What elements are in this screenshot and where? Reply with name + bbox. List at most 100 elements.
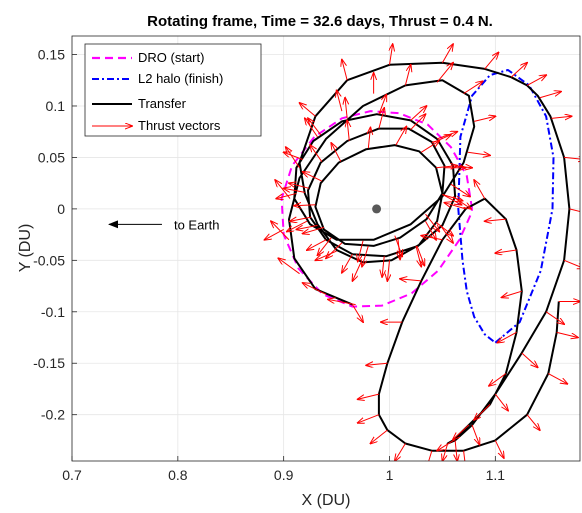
y-tick-label: -0.05	[33, 252, 65, 268]
thrust-vector	[265, 229, 284, 239]
series-line-dro-start	[280, 110, 474, 308]
thrust-vector	[362, 245, 369, 267]
thrust-vector	[539, 92, 561, 99]
thrust-vector	[307, 239, 327, 250]
thrust-vector	[425, 220, 436, 240]
y-axis-ticks: 0.15 0.1 0.05 0 -0.05 -0.1 -0.15 -0.2	[33, 47, 77, 423]
thrust-vector	[286, 147, 300, 168]
thrust-vector	[521, 352, 538, 367]
thrust-vector	[370, 429, 388, 443]
y-tick-label: 0	[57, 201, 65, 217]
thrust-vector	[326, 242, 343, 258]
y-tick-label: -0.15	[33, 355, 65, 371]
thrust-vector	[358, 393, 380, 399]
chart-title: Rotating frame, Time = 32.6 days, Thrust…	[147, 13, 493, 30]
thrust-vector	[474, 404, 491, 419]
to-earth-annotation: to Earth	[108, 217, 220, 232]
legend: DRO (start) L2 halo (finish) Transfer Th…	[84, 43, 262, 137]
thrust-vector	[435, 221, 453, 235]
series-line-transfer	[288, 61, 571, 452]
thrust-vector	[467, 152, 490, 155]
thrust-vector	[453, 424, 470, 439]
plot-frame	[71, 35, 581, 462]
thrust-vector	[278, 258, 300, 275]
legend-label-halo: L2 halo (finish)	[138, 71, 223, 86]
thrust-vector	[437, 438, 456, 450]
thrust-vector	[569, 208, 580, 212]
x-tick-label: 0.7	[62, 467, 82, 483]
thrust-vector	[318, 237, 332, 255]
thrust-vector	[310, 145, 323, 162]
x-tick-label: 0.8	[168, 467, 188, 483]
thrust-vector	[358, 414, 380, 423]
to-earth-label: to Earth	[174, 217, 220, 232]
y-tick-label: 0.1	[46, 98, 66, 114]
thrust-vector	[276, 192, 297, 198]
thrust-vector	[445, 203, 466, 210]
thrust-vector	[463, 81, 483, 95]
y-tick-label: 0.05	[38, 149, 65, 165]
thrust-vectors-layer	[265, 44, 580, 461]
y-tick-label: -0.2	[41, 407, 65, 423]
thrust-vector	[296, 225, 318, 229]
thrust-vector	[290, 217, 312, 221]
thrust-vector	[548, 373, 567, 384]
thrust-vector	[474, 180, 486, 199]
thrust-vector	[442, 194, 461, 204]
y-axis-label: Y (DU)	[17, 224, 34, 273]
thrust-vector	[395, 127, 407, 146]
thrust-vector	[471, 424, 479, 445]
thrust-vector	[352, 262, 362, 281]
thrust-vector	[489, 373, 507, 386]
thrust-vector	[410, 114, 426, 130]
thrust-vector	[526, 414, 540, 430]
legend-label-transfer: Transfer	[138, 96, 187, 111]
thrust-vector	[366, 363, 388, 365]
thrust-vector	[382, 256, 384, 277]
thrust-vector	[345, 98, 347, 119]
thrust-vector	[368, 128, 370, 149]
legend-label-thrust: Thrust vectors	[138, 118, 221, 133]
thrust-vector	[331, 143, 342, 162]
thrust-vector	[485, 219, 506, 221]
thrust-vector	[442, 443, 449, 461]
thrust-vector	[427, 450, 433, 461]
thrust-vector	[315, 250, 337, 260]
thrust-vector	[502, 290, 522, 297]
moon-marker	[372, 204, 382, 214]
x-tick-label: 1	[386, 467, 394, 483]
thrust-vector	[271, 221, 290, 241]
x-axis-label: X (DU)	[302, 492, 351, 509]
thrust-vector	[308, 118, 322, 136]
thrust-vector	[464, 450, 466, 461]
thrust-vector	[300, 103, 316, 117]
thrust-vector	[474, 116, 495, 122]
thrust-vector	[484, 52, 499, 70]
plot-area	[265, 44, 580, 461]
series-line-l2-halo-finish	[457, 69, 555, 344]
thrust-vector	[390, 44, 393, 65]
thrust-vector	[284, 188, 305, 193]
thrust-vector	[358, 240, 364, 262]
thrust-vector	[495, 250, 517, 253]
thrust-vector	[494, 440, 503, 457]
y-tick-label: -0.1	[41, 304, 65, 320]
thrust-vector	[387, 260, 389, 281]
thrust-vector	[526, 75, 546, 86]
thrust-vector	[342, 60, 348, 81]
thrust-vector	[378, 108, 384, 129]
thrust-vector	[303, 172, 322, 182]
x-tick-label: 0.9	[274, 467, 294, 483]
thrust-vector	[303, 226, 325, 233]
thrust-vector	[398, 238, 400, 260]
thrust-vector	[352, 304, 363, 322]
y-tick-label: 0.15	[38, 47, 65, 63]
thrust-vector	[284, 152, 303, 160]
thrust-vector	[416, 245, 424, 266]
thrust-vector	[563, 259, 580, 268]
thrust-vector	[442, 193, 462, 200]
thrust-vector	[420, 141, 439, 153]
thrust-vector	[494, 393, 508, 410]
thrust-vector	[545, 311, 564, 324]
thrust-vector	[450, 183, 470, 196]
